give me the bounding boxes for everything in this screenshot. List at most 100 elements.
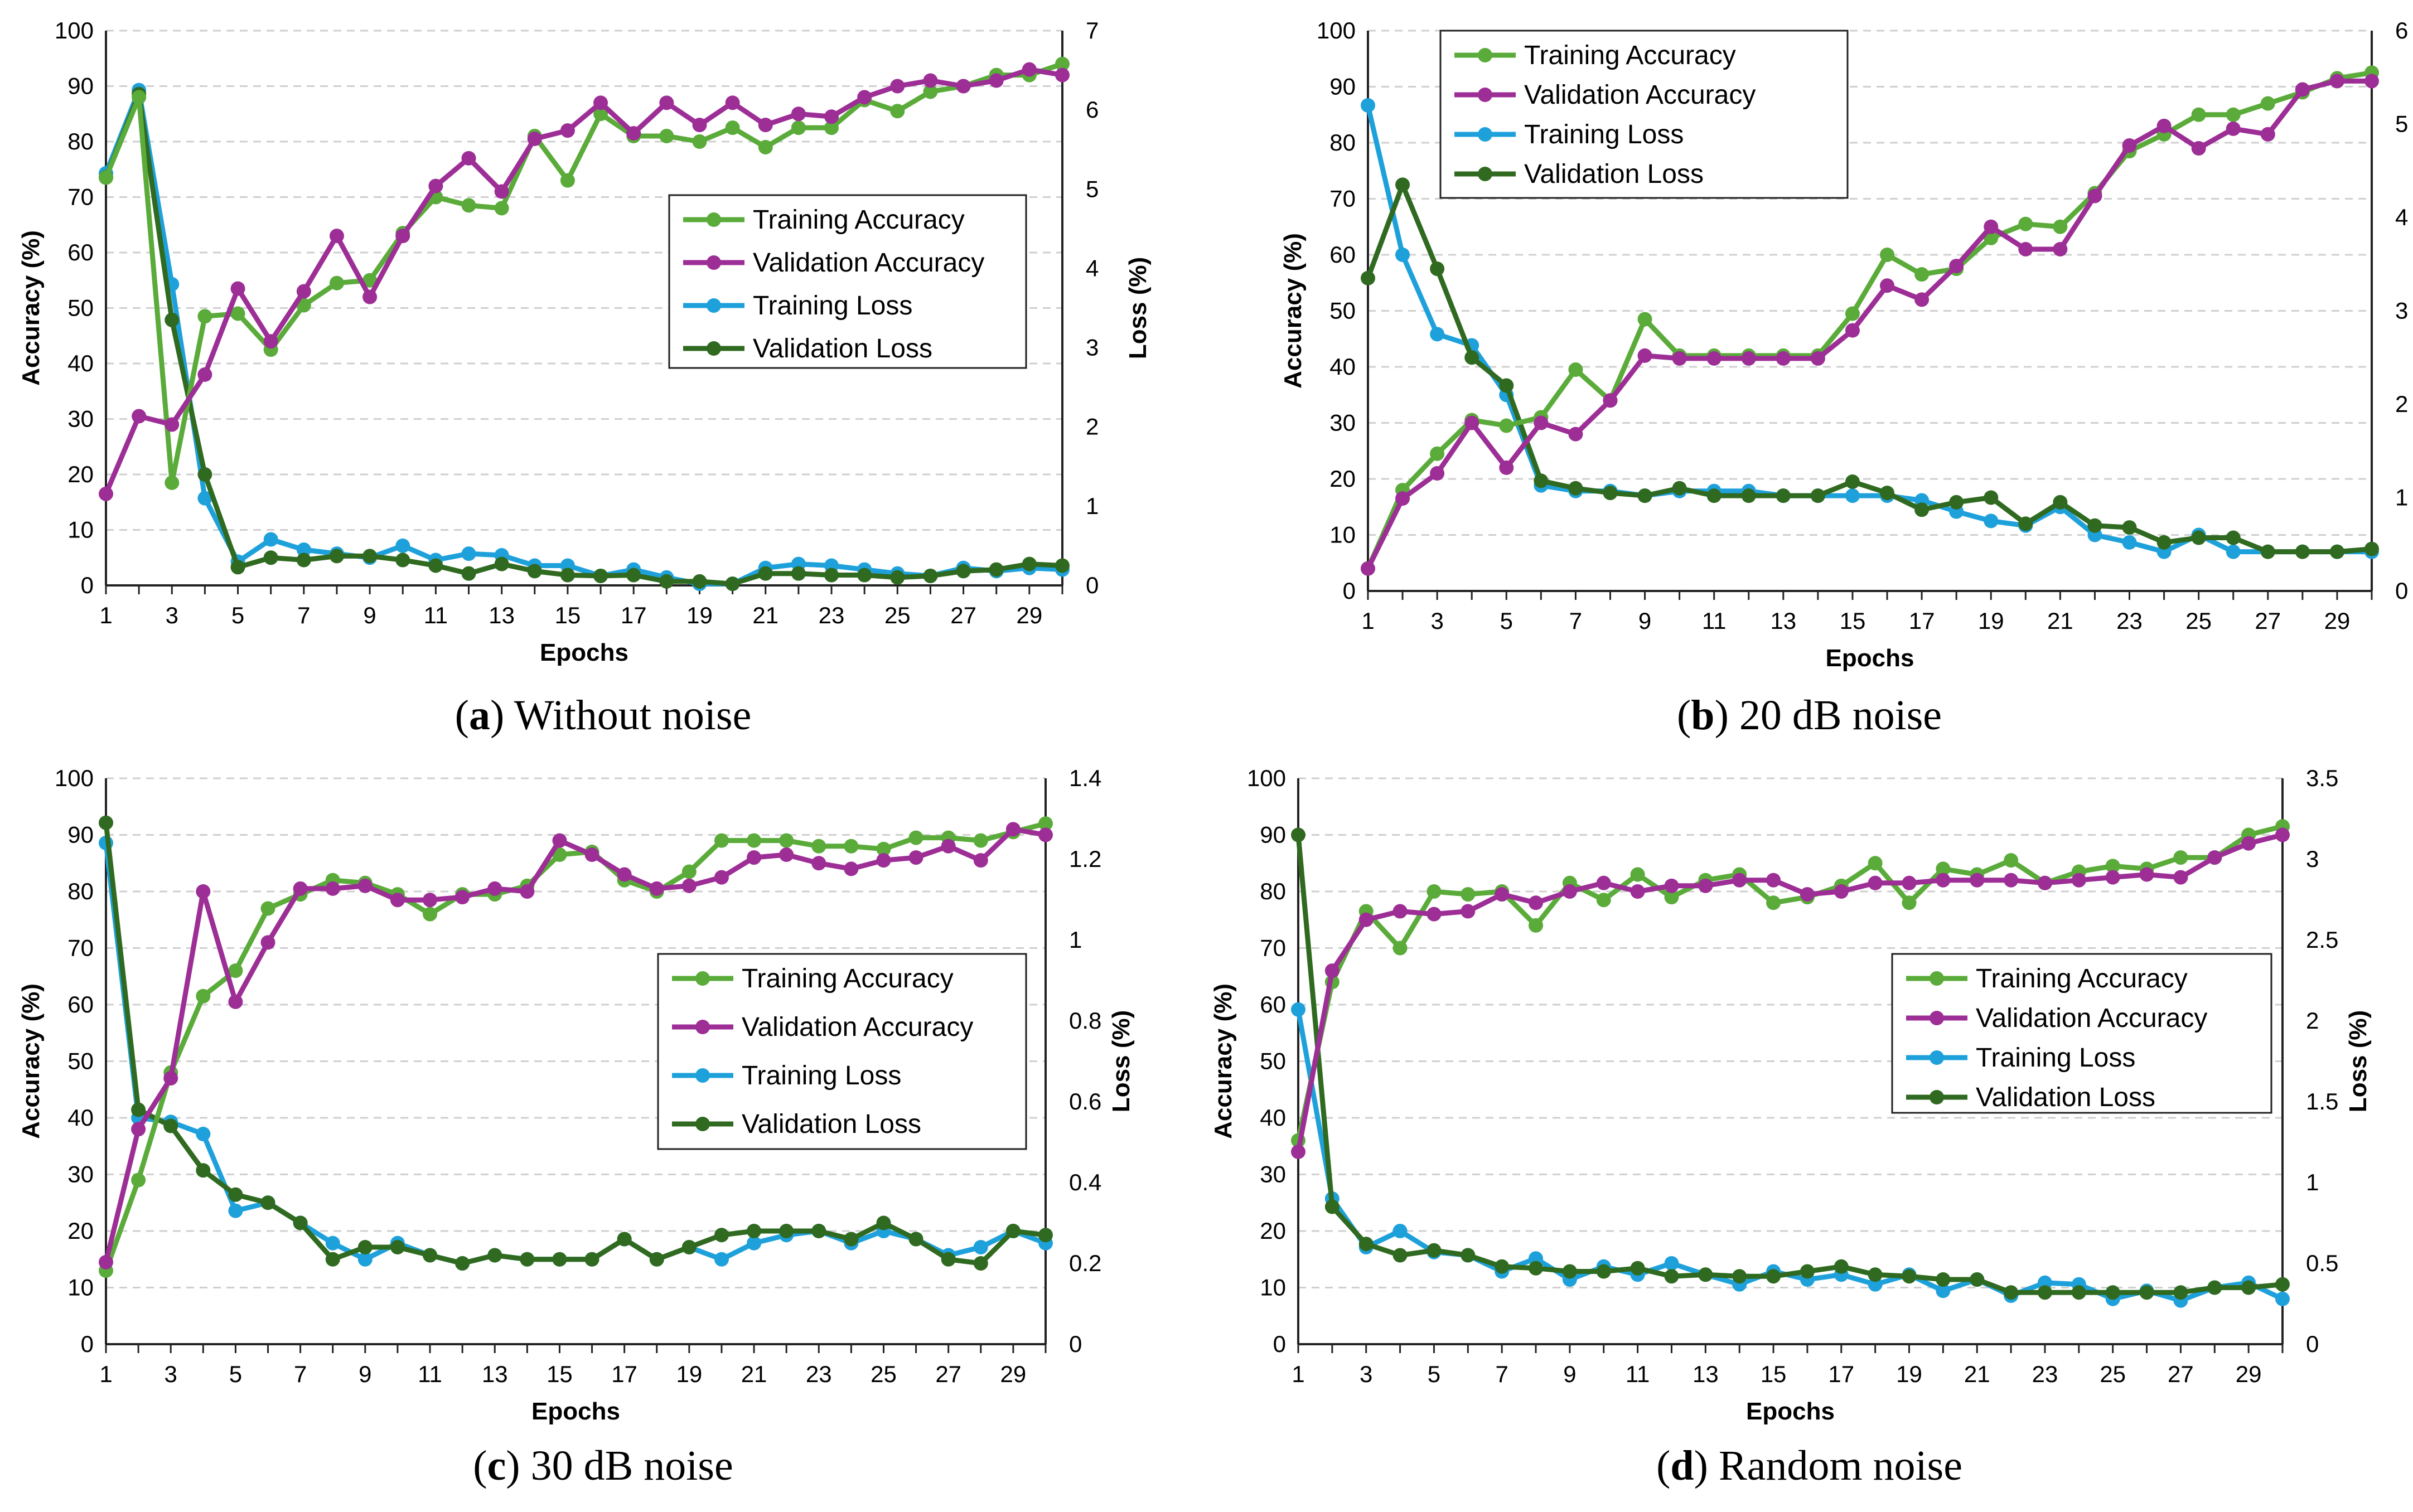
data-point-training-loss — [714, 1252, 729, 1267]
legend-swatch-marker — [1478, 127, 1492, 142]
data-point-validation-accuracy — [230, 281, 245, 296]
y2-tick-label: 0.8 — [1069, 1007, 1101, 1034]
x-tick-label: 15 — [1761, 1361, 1787, 1387]
legend: Training Accuracy Validation Accuracy Trai… — [1439, 30, 1849, 199]
data-point-training-accuracy — [423, 907, 438, 922]
data-point-validation-loss — [890, 570, 905, 585]
legend-label-training-loss: Training Loss — [1524, 120, 1684, 149]
data-point-validation-loss — [2004, 1285, 2019, 1300]
data-point-validation-loss — [1706, 488, 1722, 503]
data-point-training-accuracy — [1868, 856, 1883, 871]
legend-label-validation-accuracy: Validation Accuracy — [1976, 1004, 2207, 1033]
y-tick-label: 30 — [1260, 1161, 1286, 1188]
data-point-training-accuracy — [908, 830, 923, 845]
data-point-validation-loss — [876, 1215, 891, 1230]
data-point-training-loss — [2275, 1291, 2290, 1306]
data-point-validation-accuracy — [2295, 82, 2310, 97]
x-tick-label: 5 — [231, 602, 244, 628]
data-point-validation-loss — [2241, 1280, 2256, 1295]
data-point-validation-loss — [681, 1240, 697, 1254]
data-point-validation-accuracy — [132, 409, 147, 424]
data-point-training-accuracy — [844, 839, 859, 854]
legend-swatch-marker — [1478, 167, 1492, 181]
data-point-validation-loss — [1834, 1259, 1849, 1274]
data-point-validation-loss — [1461, 1248, 1476, 1263]
data-point-training-accuracy — [196, 988, 211, 1004]
y-tick-label: 30 — [67, 406, 94, 432]
data-point-training-accuracy — [779, 833, 794, 848]
data-point-validation-accuracy — [487, 881, 502, 896]
x-axis-title: Epochs — [1826, 644, 1914, 672]
data-point-validation-accuracy — [1732, 873, 1747, 888]
x-tick-label: 13 — [1693, 1361, 1719, 1387]
data-point-validation-loss — [584, 1252, 599, 1267]
data-point-validation-loss — [455, 1256, 470, 1271]
data-point-validation-loss — [357, 1240, 373, 1254]
caption-a-text: Without noise — [514, 692, 752, 739]
y2-tick-label: 0 — [1086, 572, 1099, 598]
data-point-training-accuracy — [230, 306, 245, 321]
data-point-validation-loss — [1630, 1261, 1645, 1276]
data-point-training-loss — [296, 542, 311, 558]
data-point-validation-loss — [2207, 1280, 2222, 1295]
data-point-validation-loss — [2329, 544, 2344, 559]
data-point-training-loss — [325, 1235, 340, 1251]
data-point-validation-loss — [2018, 516, 2033, 531]
data-point-validation-accuracy — [99, 1254, 113, 1269]
y-tick-label: 100 — [55, 765, 94, 791]
legend-box — [657, 953, 1027, 1150]
data-point-validation-loss — [487, 1248, 502, 1263]
data-point-validation-accuracy — [2105, 870, 2120, 885]
data-point-validation-accuracy — [362, 289, 378, 304]
data-point-validation-loss — [1672, 481, 1687, 496]
data-point-validation-accuracy — [325, 881, 340, 896]
data-point-validation-loss — [2122, 520, 2137, 535]
x-tick-label: 27 — [2168, 1361, 2194, 1387]
x-tick-label: 23 — [2032, 1361, 2058, 1387]
legend-swatch-marker — [1930, 971, 1944, 986]
data-point-validation-accuracy — [2004, 873, 2019, 888]
data-point-validation-loss — [197, 467, 212, 482]
data-point-training-accuracy — [228, 963, 243, 978]
data-point-validation-loss — [228, 1187, 243, 1202]
legend-label-training-loss: Training Loss — [1976, 1043, 2135, 1073]
data-point-training-loss — [1984, 513, 1999, 529]
legend-label-validation-loss: Validation Loss — [1524, 159, 1704, 189]
data-point-validation-accuracy — [1022, 62, 1037, 77]
x-tick-label: 5 — [229, 1361, 242, 1387]
x-tick-label: 15 — [555, 602, 581, 628]
data-point-validation-loss — [230, 560, 245, 575]
data-point-validation-accuracy — [2260, 127, 2275, 142]
data-point-validation-accuracy — [296, 284, 311, 299]
data-point-training-accuracy — [923, 84, 938, 99]
data-point-validation-accuracy — [1430, 466, 1445, 481]
x-tick-label: 1 — [99, 1361, 112, 1387]
data-point-training-loss — [1392, 1224, 1408, 1238]
data-point-validation-loss — [593, 568, 608, 583]
data-point-validation-loss — [163, 1118, 178, 1133]
data-point-validation-loss — [560, 568, 575, 583]
data-point-validation-loss — [293, 1215, 308, 1230]
x-tick-label: 19 — [1896, 1361, 1922, 1387]
y-axis-title: Accuracy (%) — [1210, 983, 1237, 1139]
data-point-validation-accuracy — [956, 79, 971, 94]
y-tick-label: 60 — [1329, 241, 1356, 268]
series-validation-accuracy — [99, 62, 1070, 501]
x-tick-label: 19 — [676, 1361, 703, 1387]
data-point-validation-loss — [989, 562, 1004, 577]
y-axis-title: Accuracy (%) — [1279, 233, 1307, 389]
data-point-training-loss — [973, 1240, 988, 1254]
data-point-validation-loss — [1637, 488, 1652, 503]
data-point-validation-accuracy — [2139, 867, 2154, 882]
x-tick-label: 23 — [819, 602, 845, 628]
data-point-validation-accuracy — [390, 893, 405, 908]
data-point-training-accuracy — [681, 864, 697, 879]
series-validation-loss — [99, 815, 1053, 1271]
data-point-validation-loss — [395, 553, 410, 568]
data-point-validation-accuracy — [1706, 351, 1722, 366]
data-point-validation-accuracy — [1664, 878, 1679, 893]
data-point-training-loss — [1291, 1002, 1305, 1017]
data-point-training-accuracy — [1392, 941, 1408, 956]
data-point-validation-accuracy — [681, 878, 697, 893]
x-tick-label: 9 — [363, 602, 376, 628]
